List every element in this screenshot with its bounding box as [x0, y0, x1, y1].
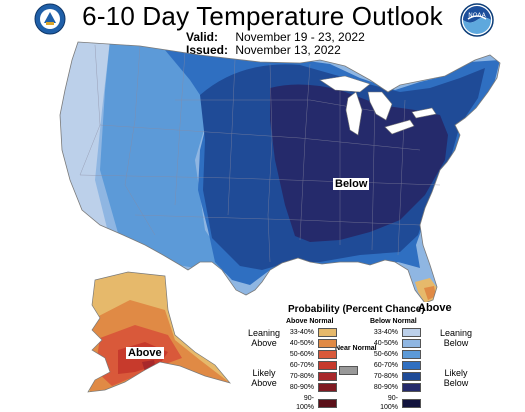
legend-below-swatch — [402, 328, 421, 337]
legend-above-row: 80-90% — [286, 383, 337, 392]
legend-above-pct-label: 70-80% — [289, 373, 314, 380]
issued-label: Issued: — [186, 43, 229, 57]
legend-above-swatch — [318, 372, 337, 381]
great-lakes — [319, 75, 437, 136]
legend-below-pct-label: 33-40% — [373, 329, 398, 336]
map-label-above-alaska: Above — [126, 347, 164, 359]
valid-label: Valid: — [186, 30, 219, 44]
legend-above-swatch — [318, 350, 337, 359]
legend-above-pct-label: 40-50% — [289, 340, 314, 347]
noaa-logo-text: NOAA — [468, 12, 486, 19]
legend-above-swatch — [318, 339, 337, 348]
legend-below-row: 80-90% — [370, 383, 421, 392]
legend-above-row: 40-50% — [286, 339, 337, 348]
legend-leaning-above: Leaning Above — [247, 328, 281, 348]
legend-above-row: 60-70% — [286, 361, 337, 370]
legend-above-row: 50-60% — [286, 350, 337, 359]
legend-above-pct-label: 33-40% — [289, 329, 314, 336]
legend-leaning-below: Leaning Below — [439, 328, 473, 348]
map-label-below: Below — [333, 178, 370, 190]
legend-below-row: 70-80% — [370, 372, 421, 381]
legend-below-swatch — [402, 350, 421, 359]
legend-below-pct-label: 70-80% — [373, 373, 398, 380]
legend-below-row: 33-40% — [370, 328, 421, 337]
alaska-shading — [88, 272, 230, 392]
legend-below-swatch — [402, 339, 421, 348]
alaska-outline — [87, 271, 231, 393]
legend-above-row: 70-80% — [286, 372, 337, 381]
legend-below-swatch — [402, 398, 421, 408]
legend-below-row: 60-70% — [370, 361, 421, 370]
legend-below-swatch — [402, 383, 421, 392]
legend-above-swatch — [318, 361, 337, 370]
legend-above-swatch — [318, 383, 337, 392]
valid-dates: November 19 - 23, 2022 — [235, 30, 365, 44]
legend-below-pct-label: 80-90% — [373, 384, 398, 391]
legend-below-pct-label: 50-60% — [373, 351, 398, 358]
legend-near-label: Near Normal — [335, 345, 377, 352]
legend-below-row: 90-100% — [370, 394, 421, 411]
legend-below-row: 50-60% — [370, 350, 421, 359]
legend-below-swatch — [402, 372, 421, 381]
legend-above-pct-label: 50-60% — [289, 351, 314, 358]
page-title: 6-10 Day Temperature Outlook — [82, 1, 443, 31]
legend-title: Probability (Percent Chance) — [288, 304, 425, 315]
legend-below-header: Below Normal — [370, 318, 417, 325]
noaa-logo-icon: NOAA — [460, 3, 494, 37]
legend-above-header: Above Normal — [286, 318, 334, 325]
legend-above-pct-label: 80-90% — [289, 384, 314, 391]
legend-below-row: 40-50% — [370, 339, 421, 348]
legend-below-pct-label: 90-100% — [380, 395, 398, 411]
legend-above-swatch — [318, 328, 337, 337]
conus-shading — [60, 42, 500, 303]
legend-near-swatch — [339, 366, 358, 375]
issued-date: November 13, 2022 — [235, 43, 341, 57]
legend-above-row: 33-40% — [286, 328, 337, 337]
legend-below-pct-label: 40-50% — [373, 340, 398, 347]
legend-above-pct-label: 60-70% — [289, 362, 314, 369]
commerce-seal-icon — [34, 3, 66, 35]
date-block: Valid: November 19 - 23, 2022 Issued: No… — [186, 31, 365, 57]
map-label-above-florida: Above — [416, 302, 454, 314]
legend-above-swatch — [318, 398, 337, 408]
legend-below-swatch — [402, 361, 421, 370]
probability-legend: Probability (Percent Chance) Above Norma… — [236, 300, 476, 411]
legend-above-pct-label: 90-100% — [296, 395, 314, 411]
legend-likely-below: Likely Below — [443, 368, 469, 388]
legend-above-row: 90-100% — [286, 394, 337, 411]
legend-likely-above: Likely Above — [251, 368, 277, 388]
legend-below-pct-label: 60-70% — [373, 362, 398, 369]
state-borders — [79, 44, 441, 263]
